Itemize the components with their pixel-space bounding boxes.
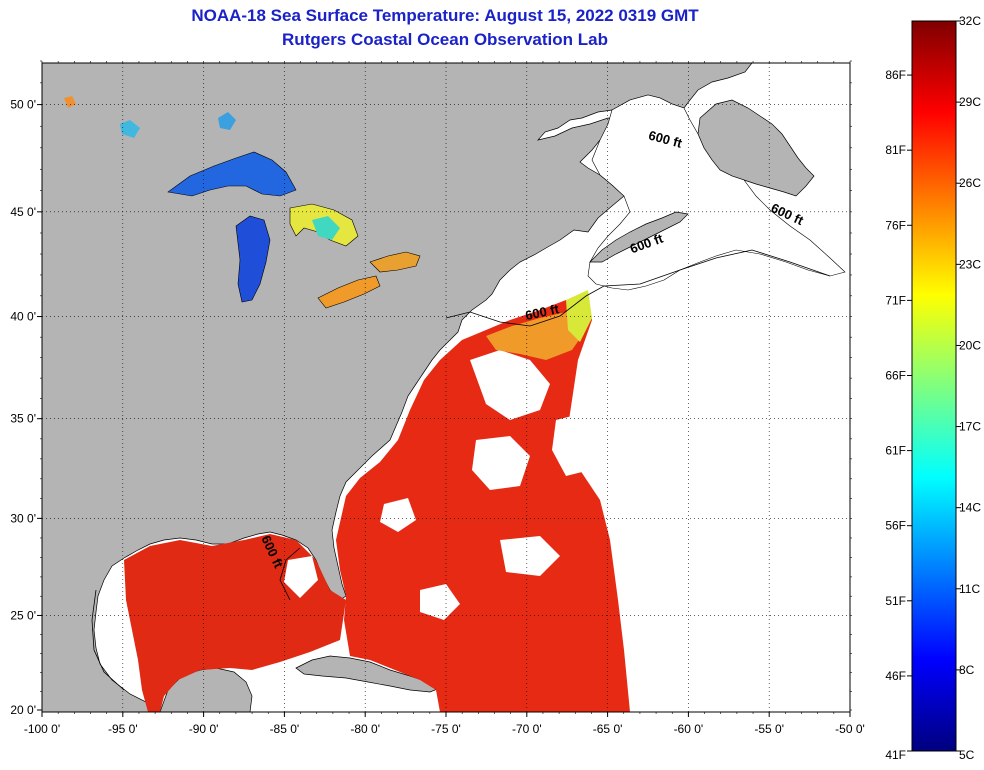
colorbar-celsius-label: 29C [959,95,981,109]
cloud-patch [470,350,550,420]
lake-small-orange [64,96,76,108]
lake-erie [317,275,381,309]
lon-tick-label: -90 0' [189,722,219,736]
lon-tick-label: -60 0' [674,722,704,736]
colorbar-fahrenheit-label: 41F [885,748,906,762]
lat-tick-label: 25 0' [10,608,36,622]
sst-shelf-cool [486,306,586,360]
colorbar-celsius-label: 17C [959,420,981,434]
colorbar-fahrenheit-label: 81F [885,143,906,157]
lon-tick-label: -70 0' [512,722,542,736]
colorbar-celsius-label: 23C [959,257,981,271]
lon-tick-label: -100 0' [24,722,60,736]
cloud-patch [284,556,318,598]
shelf-gulf-st-lawrence [587,94,846,291]
colorbar-fahrenheit-label: 51F [885,594,906,608]
lat-tick-label: 30 0' [10,511,36,525]
cloud-patch [552,414,596,476]
contour-600ft-gulf [91,589,125,691]
lat-tick-label: 35 0' [10,412,36,426]
longitude-axis: -100 0' -95 0' -90 0' -85 0' -80 0' -75 0' -70… [24,61,865,736]
cloud-patch [500,536,560,576]
contour-label-600ft: 600 ft [524,301,561,323]
colorbar-celsius-label: 14C [959,501,981,515]
lat-tick-label: 20 0' [10,703,36,717]
lon-tick-label: -50 0' [835,722,865,736]
colorbar [911,20,957,752]
lake-superior [167,151,297,197]
graticule [42,63,850,712]
lake-nipigon [218,112,236,130]
land-nova-scotia [589,211,689,263]
contour-600ft-atlantic [279,249,831,601]
colorbar-celsius-label: 32C [959,14,981,28]
lake-winnipeg [120,120,140,138]
lat-tick-label: 45 0' [10,205,36,219]
cloud-patch [380,498,416,532]
land-north-america [42,63,753,712]
lake-michigan [235,215,271,303]
colorbar-celsius-label: 11C [959,582,980,596]
colorbar-fahrenheit-label: 66F [885,368,906,382]
map-layers [42,63,846,712]
colorbar-fahrenheit-label: 61F [885,444,906,458]
colorbar-celsius-label: 26C [959,176,981,190]
lon-tick-label: -95 0' [108,722,138,736]
map-title: NOAA-18 Sea Surface Temperature: August … [191,6,699,25]
lon-tick-label: -85 0' [270,722,300,736]
lat-tick-label: 40 0' [10,310,36,324]
colorbar-fahrenheit-label: 71F [885,293,906,307]
cloud-patch [420,584,460,620]
lon-tick-label: -80 0' [350,722,380,736]
colorbar-fahrenheit-label: 56F [885,519,906,533]
latitude-axis: 20 0' 25 0' 30 0' 35 0' 40 0' 45 0' 50 0' [10,60,852,717]
lat-tick-label: 50 0' [10,98,36,112]
colorbar-fahrenheit-label: 76F [885,218,906,232]
colorbar-celsius-label: 8C [959,663,975,677]
lake-ontario [369,251,421,273]
colorbar-celsius-label: 20C [959,338,981,352]
lon-tick-label: -75 0' [431,722,461,736]
lon-tick-label: -55 0' [754,722,784,736]
colorbar-fahrenheit-label: 86F [885,68,906,82]
bathymetry-contours [91,249,831,691]
cloud-patch [472,436,530,490]
lon-tick-label: -65 0' [593,722,623,736]
colorbar-celsius-label: 5C [959,748,975,762]
sst-shelf-yellow [566,290,592,342]
lake-huron-bay [312,216,340,240]
sst-atlantic [336,296,630,712]
colorbar-labels: 32C 29C 26C 23C 20C 17C 14C 11C 8C 5C 86F 81F 76F 71F… [885,14,981,762]
colorbar-fahrenheit-label: 46F [885,669,906,683]
map-subtitle: Rutgers Coastal Ocean Observation Lab [282,30,608,49]
